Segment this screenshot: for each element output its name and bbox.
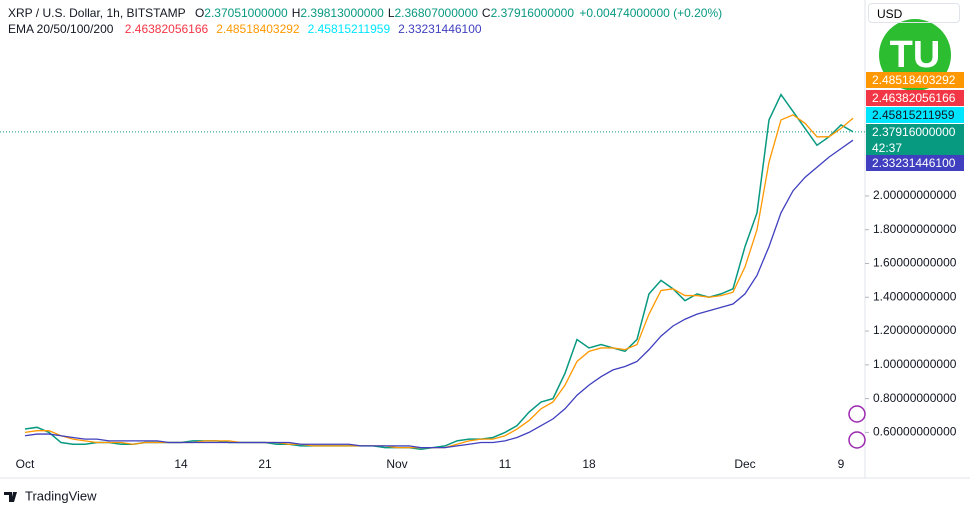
indicator-line: EMA 20/50/100/200 2.46382056166 2.4851840…: [8, 22, 486, 36]
currency-button[interactable]: USD: [868, 3, 960, 23]
x-tick-label: Nov: [386, 457, 407, 471]
y-tick-label: 1.00000000000: [873, 357, 957, 371]
ohlc-value: 2.36807000000: [394, 6, 478, 20]
last-price-tag: 2.37916000000: [866, 124, 964, 140]
x-tick-label: 21: [258, 457, 272, 471]
y-tick-label: 1.20000000000: [873, 323, 957, 337]
y-tick-label: 1.80000000000: [873, 222, 957, 236]
ema-value: 2.46382056166: [124, 22, 209, 36]
plot-area: [0, 0, 865, 478]
ohlc-key: O: [194, 6, 205, 20]
x-tick-label: 18: [582, 457, 596, 471]
price-tag: 2.33231446100: [866, 155, 964, 171]
price-tag: 2.48518403292: [866, 72, 964, 88]
ema-values: 2.46382056166 2.48518403292 2.45815211959 2…: [119, 22, 484, 36]
title: XRP / U.S. Dollar, 1h, BITSTAMP: [8, 6, 186, 20]
x-tick-label: 11: [499, 457, 512, 471]
x-tick-label: 14: [174, 457, 188, 471]
ema-value: 2.45815211959: [307, 22, 391, 36]
price-line: [24, 139, 854, 449]
price-tag: 2.46382056166: [866, 90, 964, 106]
x-tick-label: Dec: [734, 457, 755, 471]
ema-value: 2.33231446100: [398, 22, 482, 36]
price-tag: 2.45815211959: [866, 107, 964, 123]
ema-value: 2.48518403292: [216, 22, 300, 36]
ohlc-value: 2.37916000000: [490, 6, 575, 20]
change: +0.00474000000 (+0.20%): [579, 6, 723, 20]
y-tick-label: 2.00000000000: [873, 188, 957, 202]
countdown: 42:37: [866, 140, 964, 156]
y-tick-label: 1.40000000000: [873, 289, 957, 303]
ohlc-key: L: [387, 6, 395, 20]
ohlc-value: 2.39813000000: [300, 6, 384, 20]
y-tick-label: 0.60000000000: [873, 425, 957, 439]
x-tick-label: Oct: [16, 457, 35, 471]
icon[interactable]: [848, 431, 866, 449]
brand: TradingView: [25, 488, 97, 503]
icon[interactable]: [848, 405, 866, 423]
y-tick-label: 0.80000000000: [873, 391, 957, 405]
ohlc-key: C: [481, 6, 491, 20]
brand-logo: [4, 492, 17, 502]
ohlc-key: H: [291, 6, 301, 20]
x-tick-label: 9: [838, 457, 845, 471]
header-line: XRP / U.S. Dollar, 1h, BITSTAMP O2.37051…: [8, 6, 724, 20]
ohlc-value: 2.37051000000: [204, 6, 288, 20]
y-tick-label: 1.60000000000: [873, 256, 957, 270]
ohlc: O2.37051000000 H2.39813000000 L2.368070000…: [191, 6, 574, 20]
logo-text: TU: [890, 34, 941, 76]
indicator: EMA 20/50/100/200: [8, 22, 114, 36]
